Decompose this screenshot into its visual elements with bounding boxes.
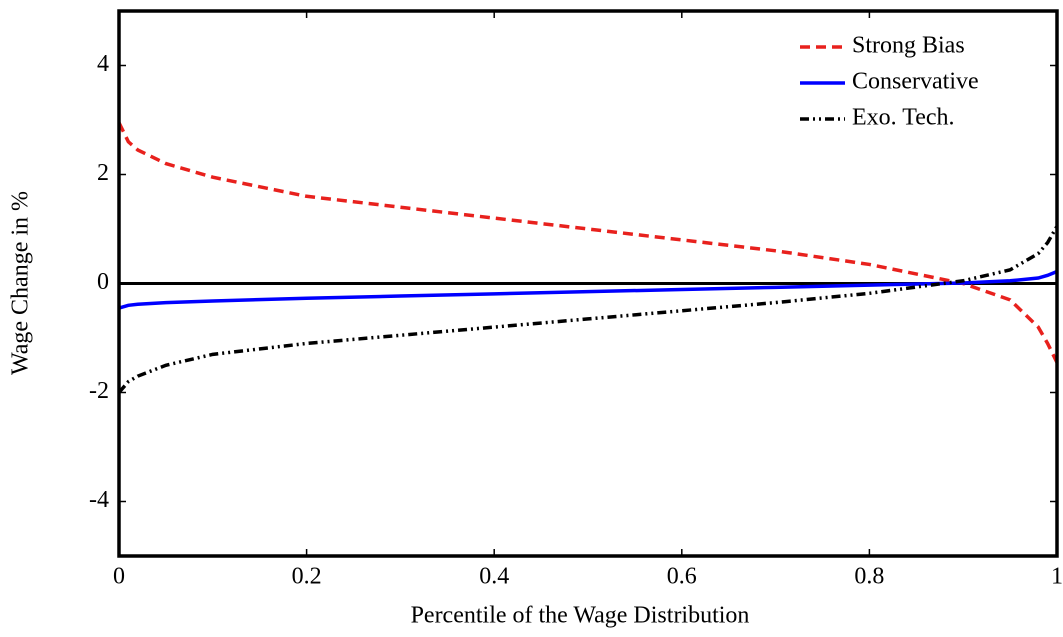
x-tick-label: 0.8: [854, 564, 884, 590]
x-axis-label: Percentile of the Wage Distribution: [411, 603, 750, 629]
y-tick-label: -4: [89, 487, 109, 513]
x-tick-label: 1: [1051, 564, 1063, 590]
x-tick-label: 0.2: [292, 564, 322, 590]
x-tick-label: 0: [113, 564, 125, 590]
x-tick-label: 0.4: [479, 564, 509, 590]
x-tick-label: 0.6: [667, 564, 697, 590]
legend-label: Conservative: [852, 69, 979, 95]
series-line: [117, 121, 1059, 364]
y-tick-label: 0: [97, 269, 109, 295]
legend-label: Exo. Tech.: [852, 105, 955, 131]
y-tick-label: -2: [89, 378, 109, 404]
legend-label: Strong Bias: [852, 33, 965, 59]
y-tick-label: 2: [97, 160, 109, 186]
plot-frame: [117, 9, 1059, 558]
series-line: [117, 225, 1059, 394]
y-tick-label: 4: [97, 51, 109, 77]
y-axis-label: Wage Change in %: [8, 191, 34, 375]
series-line: [118, 269, 1058, 310]
